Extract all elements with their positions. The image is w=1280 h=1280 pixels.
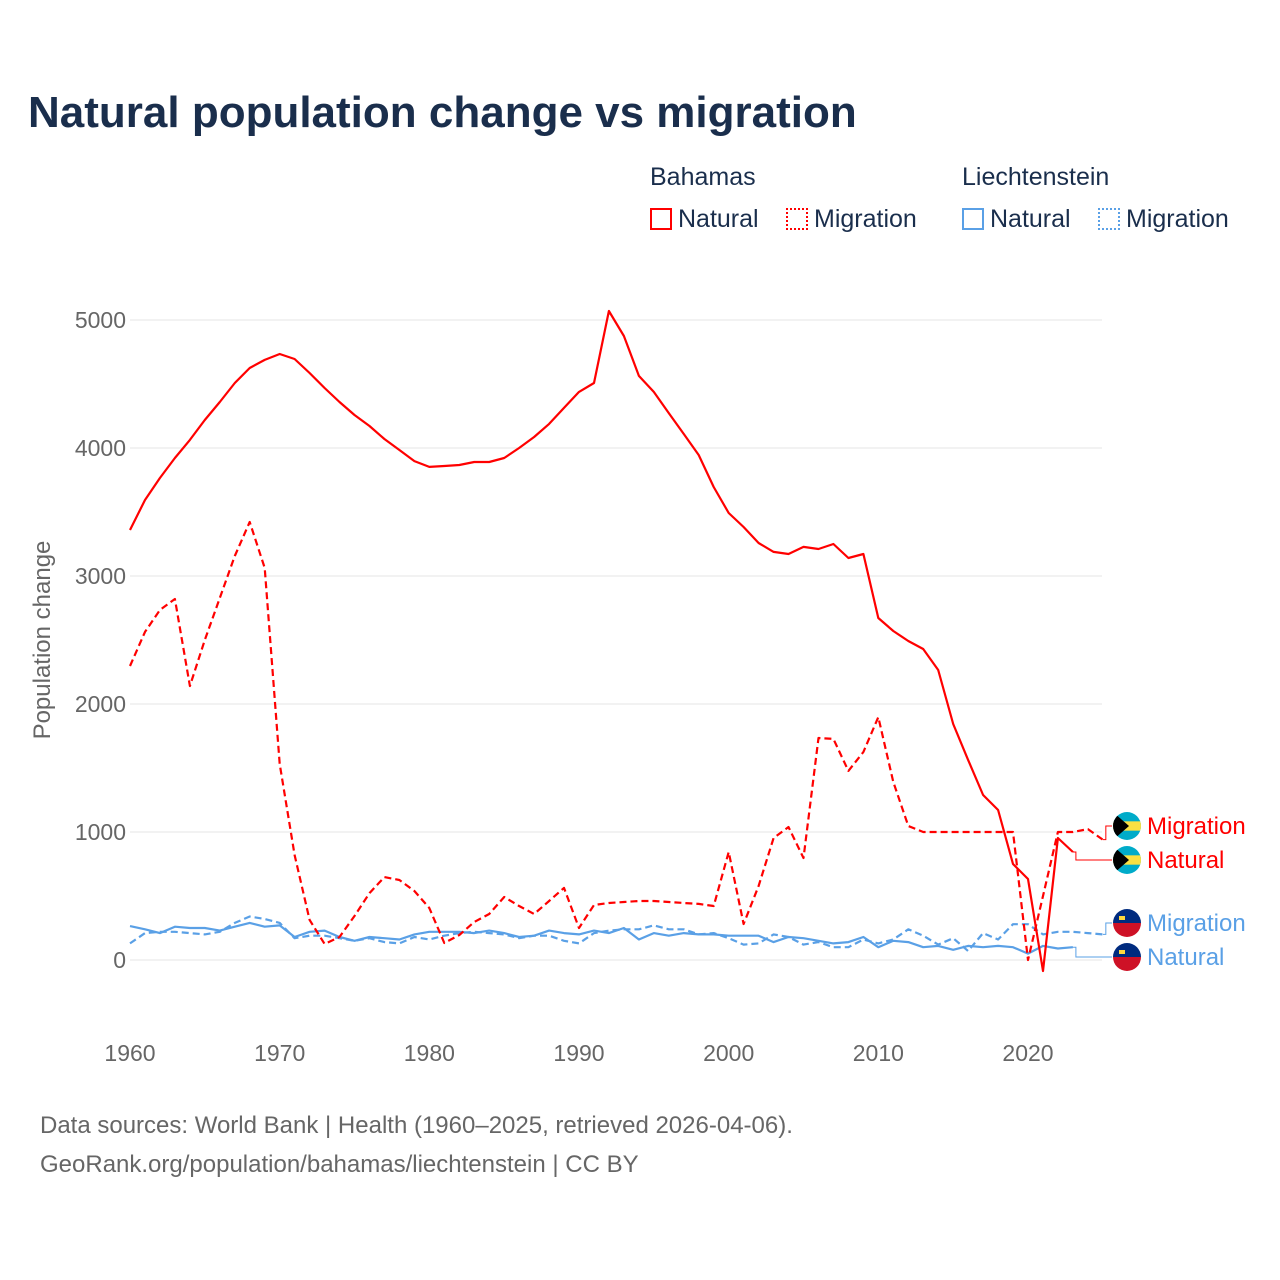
label-connector bbox=[1072, 851, 1112, 861]
source-line-1: Data sources: World Bank | Health (1960–… bbox=[40, 1112, 793, 1139]
y-tick-label: 0 bbox=[113, 947, 126, 973]
legend-label: Natural bbox=[990, 205, 1071, 233]
flag-icon-bahamas bbox=[1113, 846, 1141, 874]
label-connector bbox=[1102, 922, 1112, 935]
legend-label: Migration bbox=[814, 205, 917, 233]
series-line-liechtenstein-migration bbox=[129, 915, 1103, 953]
y-axis-label: Population change bbox=[29, 541, 56, 740]
end-label-liechtenstein-natural: Natural bbox=[1147, 944, 1224, 971]
dotted-swatch-icon bbox=[786, 208, 808, 230]
y-tick-label: 4000 bbox=[75, 435, 126, 461]
y-tick-label: 1000 bbox=[75, 819, 126, 845]
end-label-bahamas-migration: Migration bbox=[1147, 813, 1246, 840]
series-line-liechtenstein-natural bbox=[129, 921, 1073, 955]
legend-group-liechtenstein: Liechtenstein bbox=[962, 163, 1110, 191]
source-note: Data sources: World Bank | Health (1960–… bbox=[40, 1106, 793, 1184]
x-tick-label: 2010 bbox=[853, 1040, 904, 1066]
solid-swatch-icon bbox=[650, 208, 672, 230]
series-line-bahamas-natural bbox=[129, 309, 1074, 973]
chart-title: Natural population change vs migration bbox=[28, 88, 857, 137]
x-tick-label: 2000 bbox=[703, 1040, 754, 1066]
solid-swatch-icon bbox=[962, 208, 984, 230]
y-tick-label: 5000 bbox=[75, 307, 126, 333]
label-connector bbox=[1072, 946, 1112, 958]
legend-group-bahamas: Bahamas bbox=[650, 163, 756, 191]
flag-icon-liechtenstein bbox=[1113, 909, 1141, 937]
legend-liechtenstein-migration[interactable]: Migration bbox=[1098, 205, 1229, 234]
x-tick-label: 1960 bbox=[104, 1040, 155, 1066]
series-line-bahamas-migration bbox=[128, 520, 1104, 962]
flag-icon-liechtenstein bbox=[1113, 943, 1141, 971]
end-label-bahamas-natural: Natural bbox=[1147, 847, 1224, 874]
label-connector bbox=[1102, 825, 1112, 841]
legend-label: Natural bbox=[678, 205, 759, 233]
end-label-liechtenstein-migration: Migration bbox=[1147, 910, 1246, 937]
legend-bahamas-natural[interactable]: Natural bbox=[650, 205, 759, 234]
flag-icon-bahamas bbox=[1113, 812, 1141, 840]
x-tick-label: 2020 bbox=[1002, 1040, 1053, 1066]
x-tick-label: 1990 bbox=[553, 1040, 604, 1066]
y-tick-label: 3000 bbox=[75, 563, 126, 589]
source-line-2[interactable]: GeoRank.org/population/bahamas/liechtens… bbox=[40, 1151, 639, 1178]
legend-label: Migration bbox=[1126, 205, 1229, 233]
y-tick-label: 2000 bbox=[75, 691, 126, 717]
legend-bahamas-migration[interactable]: Migration bbox=[786, 205, 917, 234]
x-tick-label: 1980 bbox=[404, 1040, 455, 1066]
legend-liechtenstein-natural[interactable]: Natural bbox=[962, 205, 1071, 234]
dotted-swatch-icon bbox=[1098, 208, 1120, 230]
x-tick-label: 1970 bbox=[254, 1040, 305, 1066]
